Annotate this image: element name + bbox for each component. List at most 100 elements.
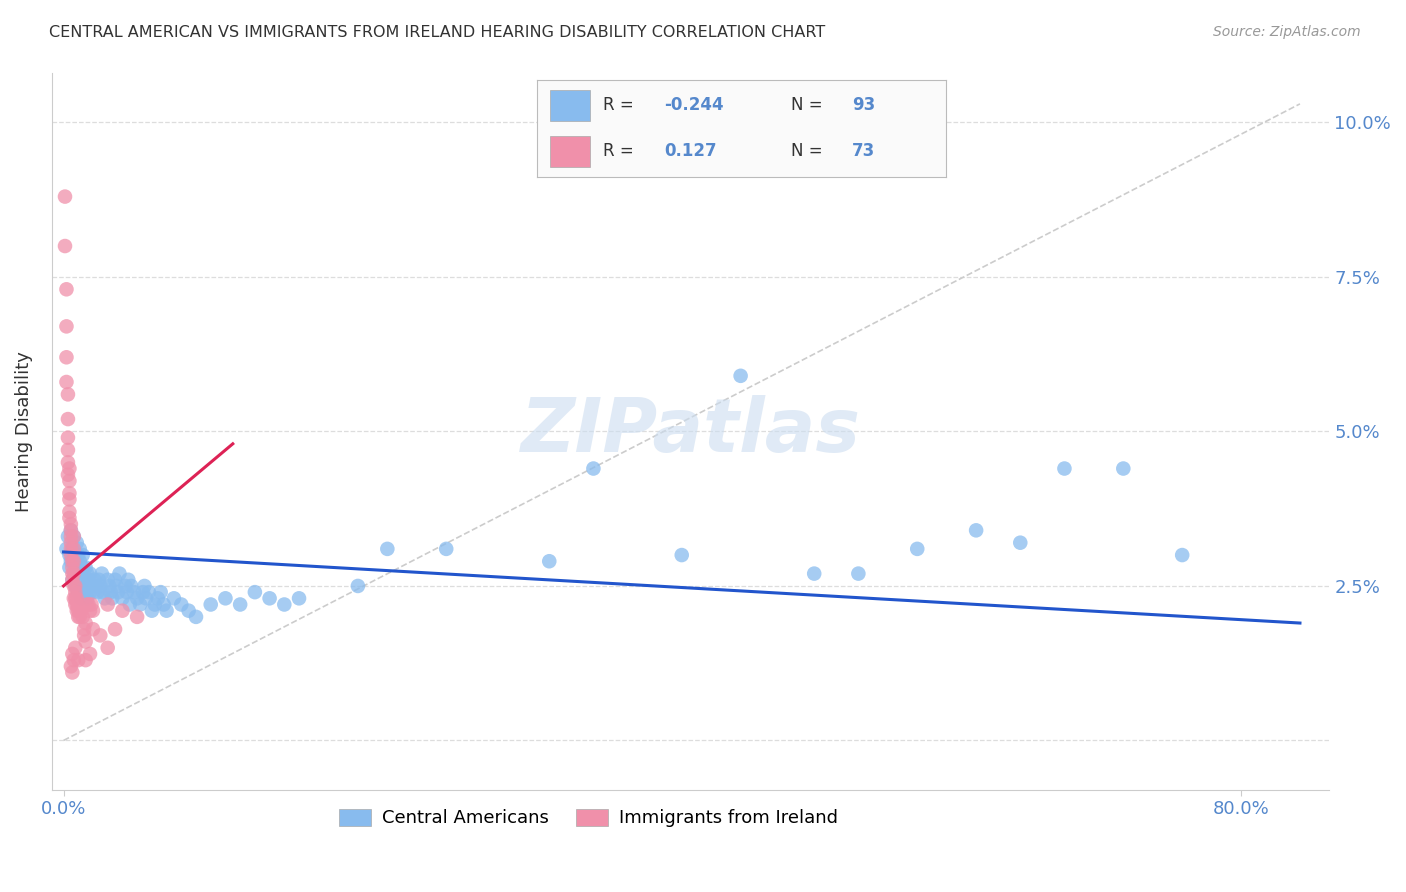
Point (65, 640, 87, 655)
Point (104, 573, 127, 587)
Point (58, 492, 80, 507)
Point (82, 585, 104, 599)
Point (79, 566, 101, 581)
Point (60, 566, 83, 581)
Point (56, 467, 79, 482)
Point (66, 535, 89, 549)
Point (56, 455, 79, 469)
Point (63, 591, 86, 606)
Point (53, 189, 76, 203)
Point (273, 598, 295, 612)
Point (55, 541, 77, 556)
Point (60, 573, 83, 587)
Text: ZIPatlas: ZIPatlas (520, 395, 860, 468)
Point (59, 541, 82, 556)
Point (63, 566, 86, 581)
Point (58, 461, 80, 475)
Point (59, 529, 82, 543)
Point (965, 524, 987, 538)
Point (138, 585, 160, 599)
Point (127, 591, 149, 606)
Point (59, 535, 82, 549)
Point (72, 560, 94, 574)
Point (76, 591, 98, 606)
Point (170, 598, 193, 612)
Point (58, 548, 80, 562)
Point (76, 566, 98, 581)
Point (77, 598, 100, 612)
Point (60, 647, 83, 661)
Point (60, 665, 83, 680)
Point (115, 585, 138, 599)
Point (177, 604, 200, 618)
Point (63, 554, 86, 568)
Point (108, 566, 131, 581)
Point (58, 505, 80, 519)
Point (163, 591, 186, 606)
Point (97, 640, 120, 655)
Point (56, 442, 79, 457)
Point (83, 573, 105, 587)
Point (70, 591, 93, 606)
Point (75, 579, 97, 593)
Point (582, 461, 605, 475)
Point (730, 368, 752, 383)
Point (259, 591, 281, 606)
Point (73, 573, 96, 587)
Point (538, 554, 561, 568)
Point (66, 598, 89, 612)
Point (67, 604, 90, 618)
Point (803, 566, 825, 581)
Point (67, 585, 90, 599)
Point (82, 622, 104, 636)
Point (155, 604, 177, 618)
Point (63, 653, 86, 667)
Point (229, 598, 252, 612)
Point (69, 604, 91, 618)
Point (347, 579, 370, 593)
Point (87, 573, 110, 587)
Point (288, 591, 311, 606)
Point (104, 622, 127, 636)
Point (65, 598, 87, 612)
Point (93, 591, 115, 606)
Point (55, 282, 77, 296)
Point (243, 585, 266, 599)
Point (56, 387, 79, 401)
Point (146, 591, 169, 606)
Point (97, 598, 120, 612)
Point (90, 566, 112, 581)
Point (77, 573, 100, 587)
Point (72, 610, 94, 624)
Point (200, 598, 222, 612)
Point (58, 474, 80, 488)
Point (1171, 548, 1194, 562)
Point (69, 610, 91, 624)
Point (122, 585, 145, 599)
Point (82, 604, 104, 618)
Point (91, 585, 114, 599)
Point (67, 653, 90, 667)
Point (111, 604, 134, 618)
Point (905, 541, 928, 556)
Point (86, 585, 108, 599)
Point (117, 573, 139, 587)
Point (135, 591, 157, 606)
Point (848, 566, 870, 581)
Point (434, 541, 457, 556)
Legend: Central Americans, Immigrants from Ireland: Central Americans, Immigrants from Irela… (332, 801, 845, 835)
Point (127, 610, 149, 624)
Point (70, 573, 93, 587)
Point (65, 579, 87, 593)
Point (59, 517, 82, 532)
Point (73, 622, 96, 636)
Point (72, 548, 94, 562)
Point (63, 579, 86, 593)
Point (75, 634, 97, 648)
Point (65, 554, 87, 568)
Point (60, 554, 83, 568)
Point (59, 524, 82, 538)
Point (63, 541, 86, 556)
Text: CENTRAL AMERICAN VS IMMIGRANTS FROM IRELAND HEARING DISABILITY CORRELATION CHART: CENTRAL AMERICAN VS IMMIGRANTS FROM IREL… (49, 25, 825, 40)
Point (67, 548, 90, 562)
